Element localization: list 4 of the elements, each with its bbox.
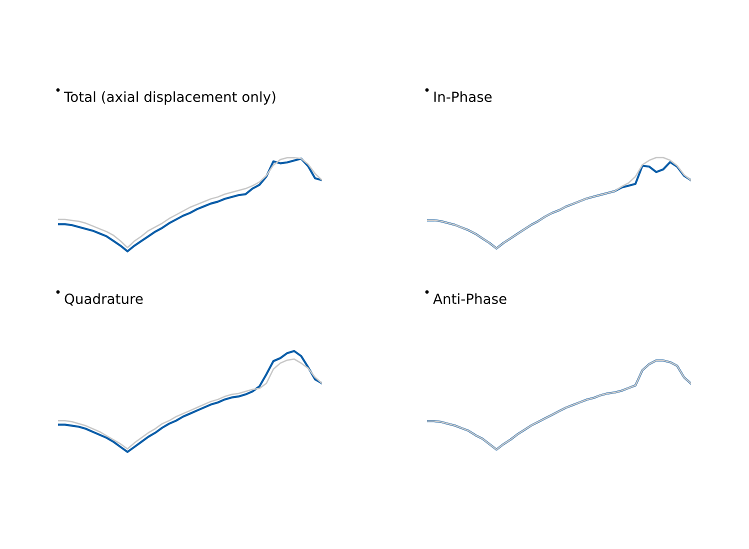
chart-title: In-Phase xyxy=(434,91,492,102)
chart-title: Quadrature xyxy=(64,293,143,306)
chart-title: Anti-Phase xyxy=(433,293,506,304)
chart-title: Total (axial displacement only) xyxy=(64,91,276,105)
